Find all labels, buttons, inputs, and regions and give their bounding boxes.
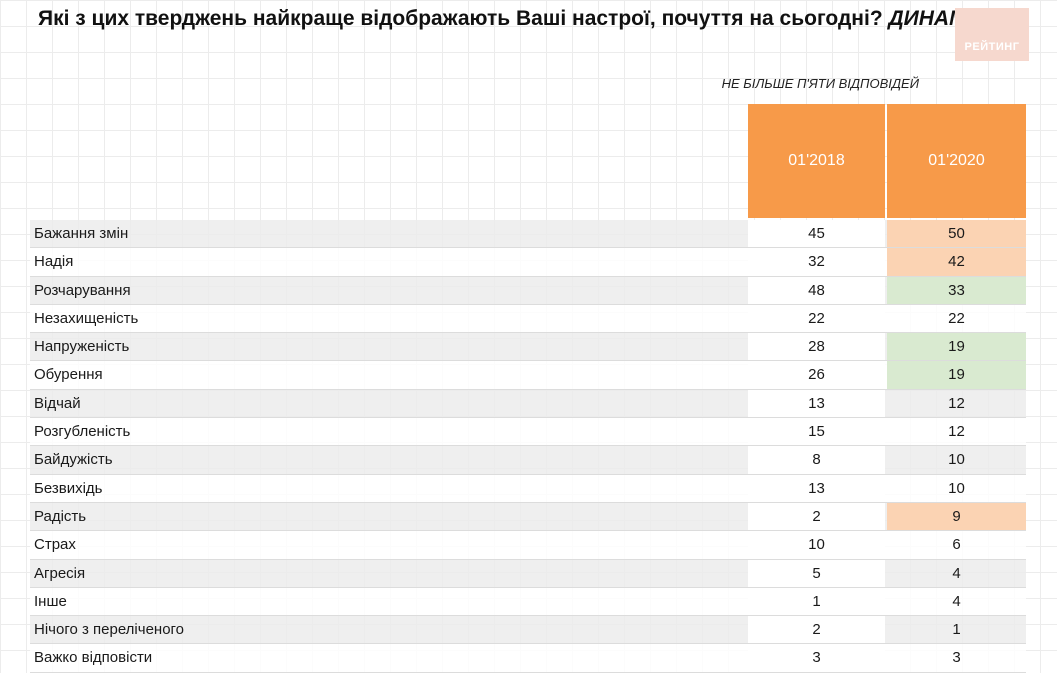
row-label: Страх [34,536,76,554]
value-2018: 8 [748,446,885,475]
value-2020: 9 [887,502,1026,532]
value-2018: 13 [748,389,885,419]
row-label: Радість [34,507,87,525]
rating-logo: РЕЙТИНГ [955,8,1029,61]
row-label: Інше [34,592,67,610]
table-row: Розгубленість 15 12 [30,418,1026,447]
row-label: Відчай [34,394,81,412]
row-label: Безвихідь [34,479,103,497]
table-row: Розчарування 48 33 [30,276,1026,306]
value-2018: 13 [748,474,885,503]
row-label: Розгубленість [34,423,131,441]
value-2020: 3 [952,649,961,667]
row-label: Агресія [34,564,86,582]
row-label: Розчарування [34,281,131,299]
column-header-2020: 01'2020 [887,104,1026,218]
value-2018: 22 [748,304,885,334]
value-2020: 10 [948,451,965,469]
value-2020: 42 [887,248,1026,277]
value-2020: 22 [948,309,965,327]
value-2020: 50 [887,220,1026,249]
value-2018: 2 [748,502,885,532]
column-header-2018: 01'2018 [748,104,885,218]
value-2020: 4 [952,592,961,610]
value-2018: 32 [748,248,885,277]
table-row: Надія 32 42 [30,248,1026,277]
row-label: Нічого з переліченого [34,621,185,639]
table-row: Обурення 26 19 [30,361,1026,391]
value-2018: 28 [748,333,885,362]
chart-title: Які з цих тверджень найкраще відображают… [38,7,1001,31]
value-2018: 15 [748,418,885,447]
table-row: Напруженість 28 19 [30,333,1026,362]
row-label: Важко відповісти [34,649,153,667]
table-row: Агресія 5 4 [30,559,1026,589]
row-label: Бажання змін [34,225,129,242]
row-label: Байдужість [34,451,113,469]
value-2018: 48 [748,276,885,305]
answer-limit-note: НЕ БІЛЬШЕ П'ЯТИ ВІДПОВІДЕЙ [721,76,919,91]
table-row: Важко відповісти 3 3 [30,644,1026,673]
value-2020: 33 [887,276,1026,305]
value-2018: 10 [748,531,885,560]
value-2018: 26 [748,361,885,390]
value-2020: 10 [948,479,965,497]
value-2018: 5 [748,559,885,588]
value-2020: 19 [887,361,1026,390]
table-row: Радість 2 9 [30,502,1026,532]
title-text: Які з цих тверджень найкраще відображают… [38,7,883,30]
value-2018: 45 [748,220,885,249]
table-row: Незахищеність 22 22 [30,304,1026,334]
value-2018: 2 [748,616,885,645]
value-2020: 12 [948,423,965,441]
table-row: Відчай 13 12 [30,389,1026,419]
data-table: Бажання змін 45 50 Надія 32 42 Розчарування 48 3… [30,220,1026,673]
value-2018: 3 [748,644,885,673]
table-row: Страх 10 6 [30,531,1026,560]
row-label: Незахищеність [34,309,139,327]
row-label: Надія [34,253,74,271]
row-label: Обурення [34,366,103,384]
row-label: Напруженість [34,338,130,356]
value-2018: 1 [748,587,885,617]
value-2020: 12 [948,394,965,412]
value-2020: 4 [952,564,961,582]
table-row: Нічого з переліченого 2 1 [30,616,1026,645]
table-row: Безвихідь 13 10 [30,474,1026,504]
table-row: Бажання змін 45 50 [30,220,1026,249]
table-row: Байдужість 8 10 [30,446,1026,475]
value-2020: 19 [887,333,1026,362]
value-2020: 6 [952,536,961,554]
value-2020: 1 [952,621,961,639]
table-row: Інше 1 4 [30,587,1026,617]
